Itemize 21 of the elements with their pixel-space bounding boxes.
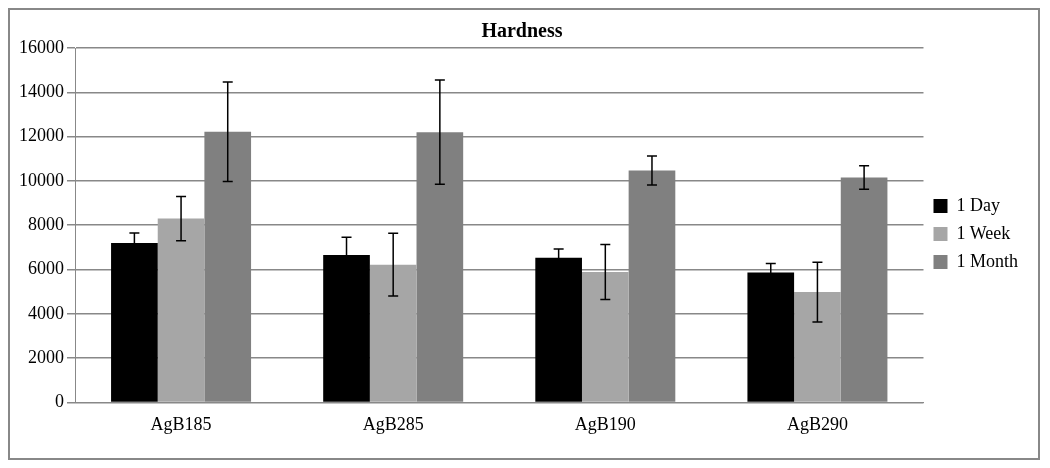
legend-label: 1 Week (956, 222, 1011, 243)
y-tick-label: 4000 (28, 302, 64, 323)
x-tick-label: AgB290 (786, 413, 848, 434)
y-tick-label: 10000 (19, 169, 64, 190)
bar (581, 271, 629, 402)
bar (369, 264, 417, 402)
legend-label: 1 Day (956, 194, 1000, 215)
y-tick-label: 12000 (19, 125, 64, 146)
x-tick-label: AgB190 (574, 413, 636, 434)
y-tick-label: 6000 (28, 258, 64, 279)
y-tick-label: 8000 (28, 213, 64, 234)
x-tick-label: AgB185 (150, 413, 212, 434)
chart-title: Hardness (481, 19, 563, 42)
y-tick-label: 0 (55, 391, 64, 412)
y-tick-label: 2000 (28, 346, 64, 367)
x-tick-label: AgB285 (362, 413, 424, 434)
bar (794, 292, 841, 402)
y-tick-label: 16000 (19, 36, 64, 57)
legend-label: 1 Month (956, 250, 1019, 271)
y-tick-label: 14000 (19, 81, 64, 102)
bar (157, 218, 205, 402)
